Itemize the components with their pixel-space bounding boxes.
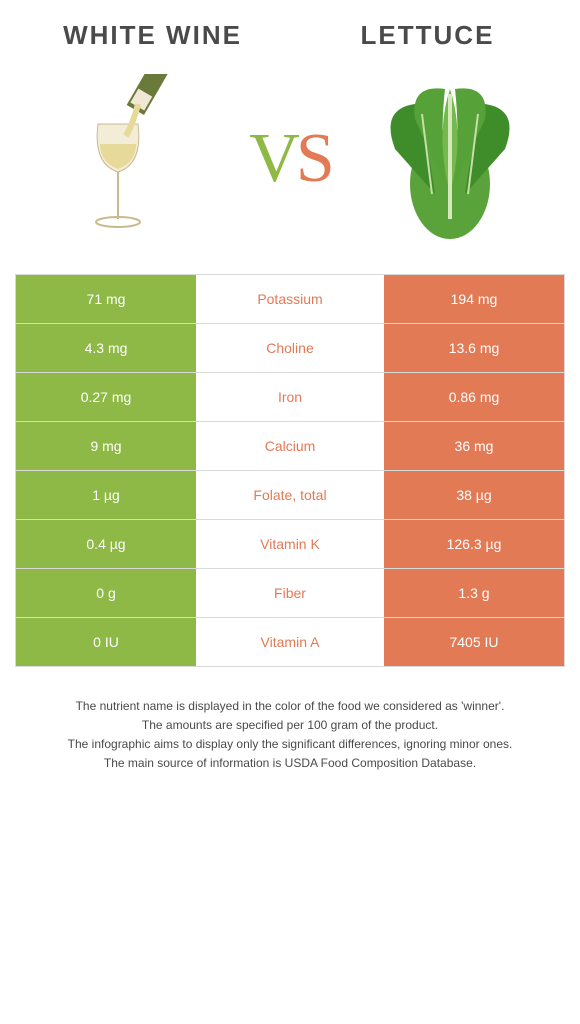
right-value-cell: 38 µg xyxy=(384,471,564,519)
table-row: 0.27 mgIron0.86 mg xyxy=(16,373,564,422)
vs-v: V xyxy=(249,120,296,197)
right-value-cell: 36 mg xyxy=(384,422,564,470)
comparison-header: WHITE WINE LETTUCE xyxy=(15,20,565,51)
right-value-cell: 194 mg xyxy=(384,275,564,323)
white-wine-image xyxy=(45,74,215,244)
table-row: 71 mgPotassium194 mg xyxy=(16,275,564,324)
left-food-title: WHITE WINE xyxy=(15,20,290,51)
table-row: 0 gFiber1.3 g xyxy=(16,569,564,618)
left-value-cell: 0.27 mg xyxy=(16,373,196,421)
nutrient-name-cell: Iron xyxy=(196,373,384,421)
footer-line: The amounts are specified per 100 gram o… xyxy=(23,716,557,734)
footer-line: The infographic aims to display only the… xyxy=(23,735,557,753)
right-food-title: LETTUCE xyxy=(290,20,565,51)
nutrient-name-cell: Folate, total xyxy=(196,471,384,519)
table-row: 9 mgCalcium36 mg xyxy=(16,422,564,471)
footer-line: The main source of information is USDA F… xyxy=(23,754,557,772)
left-value-cell: 0 g xyxy=(16,569,196,617)
right-value-cell: 7405 IU xyxy=(384,618,564,666)
nutrient-name-cell: Vitamin K xyxy=(196,520,384,568)
table-row: 4.3 mgCholine13.6 mg xyxy=(16,324,564,373)
left-value-cell: 0 IU xyxy=(16,618,196,666)
right-value-cell: 13.6 mg xyxy=(384,324,564,372)
left-value-cell: 71 mg xyxy=(16,275,196,323)
right-value-cell: 0.86 mg xyxy=(384,373,564,421)
lettuce-image xyxy=(365,74,535,244)
nutrient-name-cell: Potassium xyxy=(196,275,384,323)
table-row: 1 µgFolate, total38 µg xyxy=(16,471,564,520)
vs-s: S xyxy=(296,120,331,197)
images-row: VS xyxy=(15,71,565,246)
nutrient-name-cell: Fiber xyxy=(196,569,384,617)
left-value-cell: 4.3 mg xyxy=(16,324,196,372)
footer-notes: The nutrient name is displayed in the co… xyxy=(15,697,565,772)
table-row: 0.4 µgVitamin K126.3 µg xyxy=(16,520,564,569)
nutrient-name-cell: Vitamin A xyxy=(196,618,384,666)
right-value-cell: 1.3 g xyxy=(384,569,564,617)
nutrient-table: 71 mgPotassium194 mg4.3 mgCholine13.6 mg… xyxy=(15,274,565,667)
right-value-cell: 126.3 µg xyxy=(384,520,564,568)
vs-label: VS xyxy=(249,119,331,199)
nutrient-name-cell: Choline xyxy=(196,324,384,372)
footer-line: The nutrient name is displayed in the co… xyxy=(23,697,557,715)
table-row: 0 IUVitamin A7405 IU xyxy=(16,618,564,667)
nutrient-name-cell: Calcium xyxy=(196,422,384,470)
left-value-cell: 1 µg xyxy=(16,471,196,519)
left-value-cell: 9 mg xyxy=(16,422,196,470)
left-value-cell: 0.4 µg xyxy=(16,520,196,568)
